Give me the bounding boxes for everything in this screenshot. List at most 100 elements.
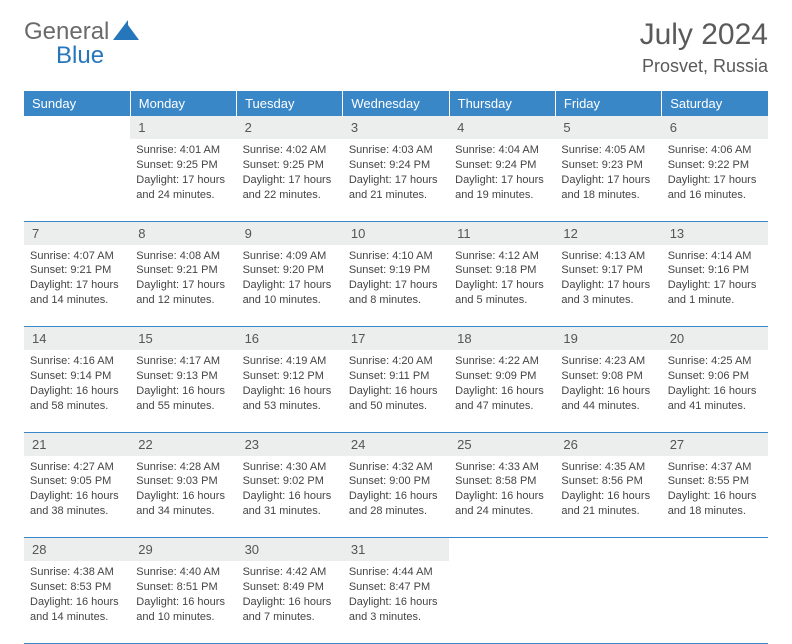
day-number-cell: 12 (555, 221, 661, 245)
day-details: Sunrise: 4:19 AMSunset: 9:12 PMDaylight:… (237, 350, 343, 419)
day-number-cell (555, 538, 661, 562)
day-details: Sunrise: 4:23 AMSunset: 9:08 PMDaylight:… (555, 350, 661, 419)
sunset-text: Sunset: 8:47 PM (349, 580, 443, 595)
day-number-cell: 10 (343, 221, 449, 245)
col-wednesday: Wednesday (343, 91, 449, 116)
sunset-text: Sunset: 9:00 PM (349, 474, 443, 489)
sunrise-text: Sunrise: 4:13 AM (561, 249, 655, 264)
day-content-row: Sunrise: 4:07 AMSunset: 9:21 PMDaylight:… (24, 245, 768, 327)
day-cell: Sunrise: 4:01 AMSunset: 9:25 PMDaylight:… (130, 139, 236, 221)
day-cell: Sunrise: 4:38 AMSunset: 8:53 PMDaylight:… (24, 561, 130, 643)
day-cell: Sunrise: 4:13 AMSunset: 9:17 PMDaylight:… (555, 245, 661, 327)
sunset-text: Sunset: 9:25 PM (243, 158, 337, 173)
day-cell: Sunrise: 4:22 AMSunset: 9:09 PMDaylight:… (449, 350, 555, 432)
page-header: General Blue July 2024 Prosvet, Russia (0, 0, 792, 81)
sunrise-text: Sunrise: 4:19 AM (243, 354, 337, 369)
day-content-row: Sunrise: 4:16 AMSunset: 9:14 PMDaylight:… (24, 350, 768, 432)
sunrise-text: Sunrise: 4:33 AM (455, 460, 549, 475)
title-block: July 2024 Prosvet, Russia (640, 18, 768, 77)
day-cell (24, 139, 130, 221)
day-cell: Sunrise: 4:30 AMSunset: 9:02 PMDaylight:… (237, 456, 343, 538)
day-cell: Sunrise: 4:06 AMSunset: 9:22 PMDaylight:… (662, 139, 768, 221)
sunset-text: Sunset: 9:19 PM (349, 263, 443, 278)
day-number-cell: 1 (130, 116, 236, 139)
month-title: July 2024 (640, 18, 768, 52)
sunrise-text: Sunrise: 4:44 AM (349, 565, 443, 580)
day-content-row: Sunrise: 4:01 AMSunset: 9:25 PMDaylight:… (24, 139, 768, 221)
sunrise-text: Sunrise: 4:25 AM (668, 354, 762, 369)
daylight-text: Daylight: 17 hours and 24 minutes. (136, 173, 230, 203)
day-cell: Sunrise: 4:37 AMSunset: 8:55 PMDaylight:… (662, 456, 768, 538)
sunset-text: Sunset: 8:55 PM (668, 474, 762, 489)
sunrise-text: Sunrise: 4:02 AM (243, 143, 337, 158)
sunrise-text: Sunrise: 4:32 AM (349, 460, 443, 475)
daylight-text: Daylight: 17 hours and 5 minutes. (455, 278, 549, 308)
sunset-text: Sunset: 8:49 PM (243, 580, 337, 595)
day-number-cell: 8 (130, 221, 236, 245)
sunset-text: Sunset: 8:56 PM (561, 474, 655, 489)
sunset-text: Sunset: 9:24 PM (455, 158, 549, 173)
sunset-text: Sunset: 9:03 PM (136, 474, 230, 489)
day-details: Sunrise: 4:40 AMSunset: 8:51 PMDaylight:… (130, 561, 236, 630)
day-number-cell: 13 (662, 221, 768, 245)
day-number-cell: 24 (343, 432, 449, 456)
daylight-text: Daylight: 16 hours and 58 minutes. (30, 384, 124, 414)
day-number-cell: 7 (24, 221, 130, 245)
daylight-text: Daylight: 17 hours and 16 minutes. (668, 173, 762, 203)
sunset-text: Sunset: 9:17 PM (561, 263, 655, 278)
col-thursday: Thursday (449, 91, 555, 116)
day-number-cell: 30 (237, 538, 343, 562)
sunset-text: Sunset: 8:58 PM (455, 474, 549, 489)
sunrise-text: Sunrise: 4:37 AM (668, 460, 762, 475)
sunrise-text: Sunrise: 4:12 AM (455, 249, 549, 264)
day-cell: Sunrise: 4:17 AMSunset: 9:13 PMDaylight:… (130, 350, 236, 432)
sunrise-text: Sunrise: 4:05 AM (561, 143, 655, 158)
day-number-cell: 23 (237, 432, 343, 456)
day-number-cell (24, 116, 130, 139)
day-number-cell: 28 (24, 538, 130, 562)
day-number-cell: 21 (24, 432, 130, 456)
daylight-text: Daylight: 17 hours and 14 minutes. (30, 278, 124, 308)
day-number-cell: 27 (662, 432, 768, 456)
sunrise-text: Sunrise: 4:28 AM (136, 460, 230, 475)
day-details: Sunrise: 4:44 AMSunset: 8:47 PMDaylight:… (343, 561, 449, 630)
day-number-row: 123456 (24, 116, 768, 139)
day-cell: Sunrise: 4:04 AMSunset: 9:24 PMDaylight:… (449, 139, 555, 221)
day-cell: Sunrise: 4:09 AMSunset: 9:20 PMDaylight:… (237, 245, 343, 327)
day-details: Sunrise: 4:05 AMSunset: 9:23 PMDaylight:… (555, 139, 661, 208)
day-number-cell: 26 (555, 432, 661, 456)
daylight-text: Daylight: 16 hours and 7 minutes. (243, 595, 337, 625)
day-details: Sunrise: 4:38 AMSunset: 8:53 PMDaylight:… (24, 561, 130, 630)
day-details: Sunrise: 4:37 AMSunset: 8:55 PMDaylight:… (662, 456, 768, 525)
day-number-cell: 6 (662, 116, 768, 139)
sunrise-text: Sunrise: 4:04 AM (455, 143, 549, 158)
day-cell (662, 561, 768, 643)
sunrise-text: Sunrise: 4:17 AM (136, 354, 230, 369)
sunset-text: Sunset: 8:53 PM (30, 580, 124, 595)
day-cell: Sunrise: 4:25 AMSunset: 9:06 PMDaylight:… (662, 350, 768, 432)
day-details: Sunrise: 4:27 AMSunset: 9:05 PMDaylight:… (24, 456, 130, 525)
sunrise-text: Sunrise: 4:42 AM (243, 565, 337, 580)
sunset-text: Sunset: 9:23 PM (561, 158, 655, 173)
day-cell: Sunrise: 4:44 AMSunset: 8:47 PMDaylight:… (343, 561, 449, 643)
daylight-text: Daylight: 16 hours and 53 minutes. (243, 384, 337, 414)
day-number-row: 14151617181920 (24, 327, 768, 351)
sunset-text: Sunset: 9:12 PM (243, 369, 337, 384)
calendar-table: Sunday Monday Tuesday Wednesday Thursday… (24, 91, 768, 644)
day-number-row: 21222324252627 (24, 432, 768, 456)
sunset-text: Sunset: 9:08 PM (561, 369, 655, 384)
col-tuesday: Tuesday (237, 91, 343, 116)
daylight-text: Daylight: 16 hours and 14 minutes. (30, 595, 124, 625)
sunrise-text: Sunrise: 4:10 AM (349, 249, 443, 264)
day-number-cell: 9 (237, 221, 343, 245)
sunrise-text: Sunrise: 4:38 AM (30, 565, 124, 580)
sunrise-text: Sunrise: 4:20 AM (349, 354, 443, 369)
day-cell: Sunrise: 4:05 AMSunset: 9:23 PMDaylight:… (555, 139, 661, 221)
day-details: Sunrise: 4:35 AMSunset: 8:56 PMDaylight:… (555, 456, 661, 525)
day-details: Sunrise: 4:32 AMSunset: 9:00 PMDaylight:… (343, 456, 449, 525)
daylight-text: Daylight: 17 hours and 18 minutes. (561, 173, 655, 203)
sunset-text: Sunset: 9:06 PM (668, 369, 762, 384)
brand-logo: General Blue (24, 18, 141, 46)
day-cell: Sunrise: 4:10 AMSunset: 9:19 PMDaylight:… (343, 245, 449, 327)
day-details: Sunrise: 4:13 AMSunset: 9:17 PMDaylight:… (555, 245, 661, 314)
